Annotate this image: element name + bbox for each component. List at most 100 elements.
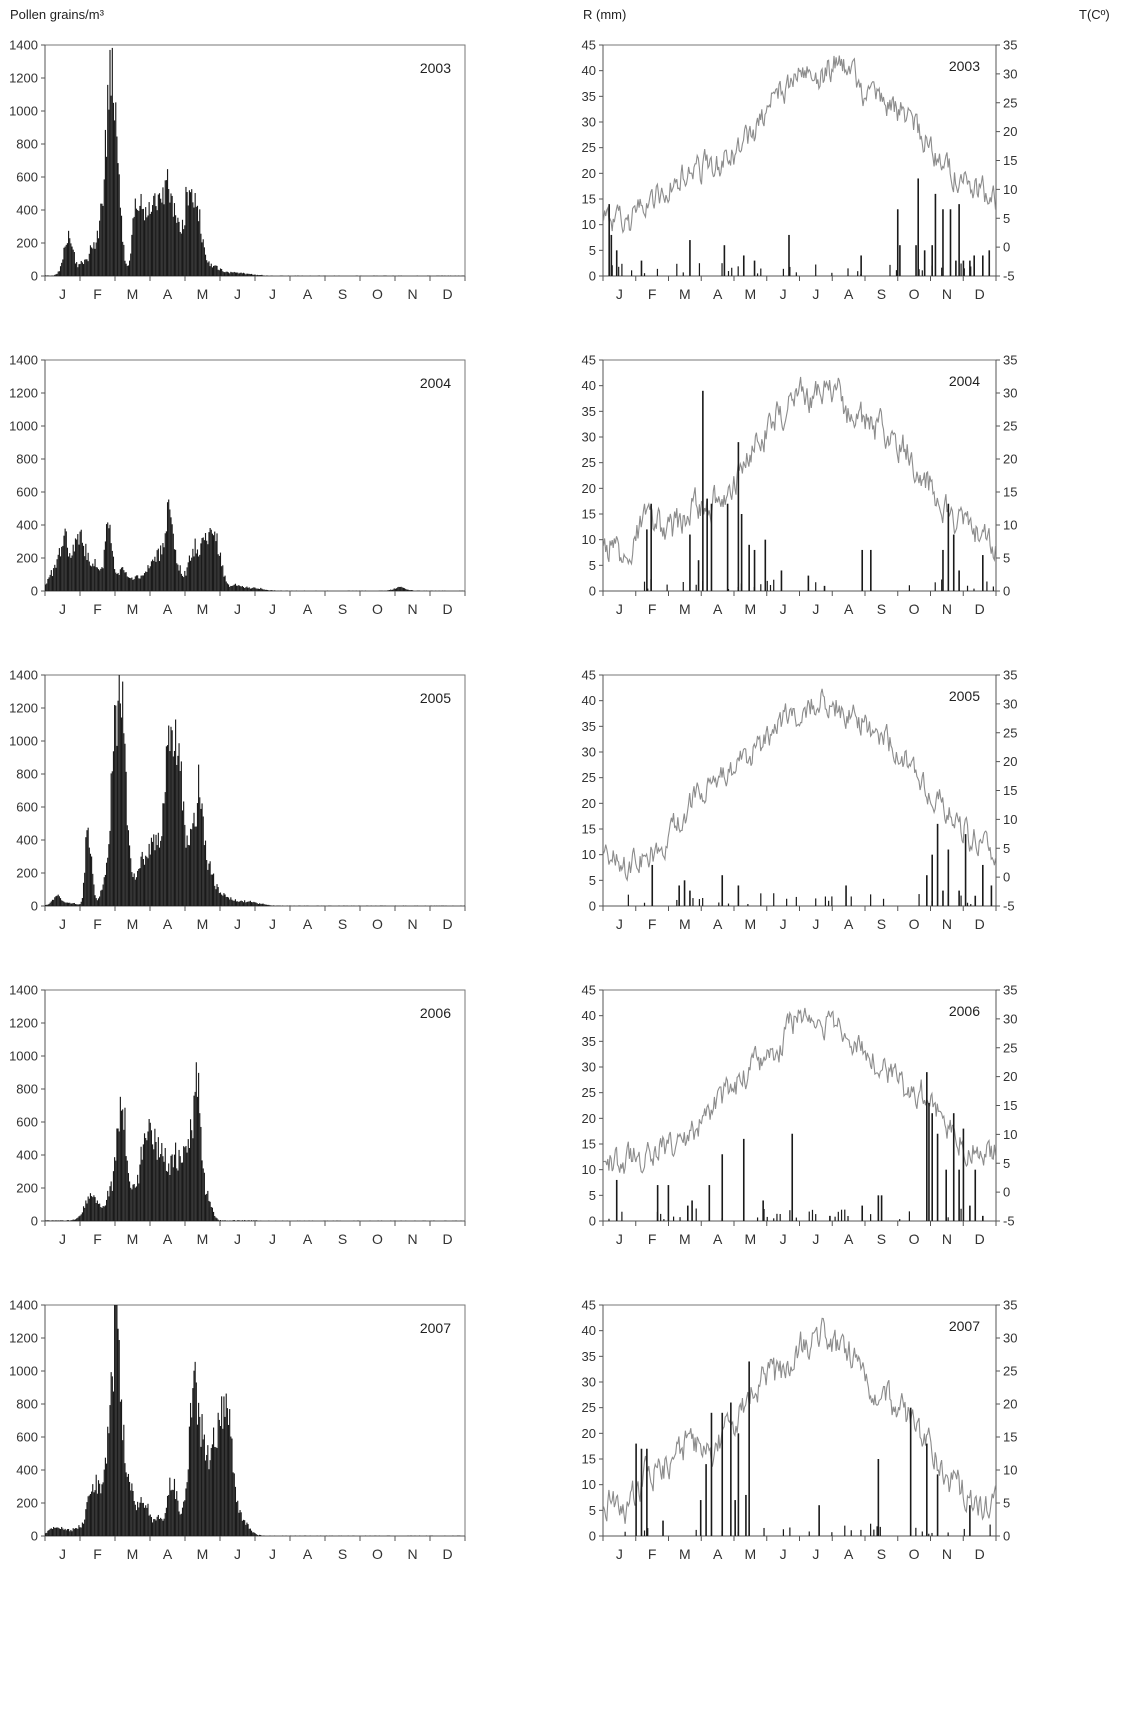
- pollen-bar: [147, 215, 149, 276]
- rain-bar: [702, 897, 704, 906]
- month-tick-label: D: [442, 286, 452, 302]
- temperature-line: [602, 376, 997, 566]
- pollen-bar: [78, 1216, 80, 1221]
- pollen-bar: [246, 901, 248, 906]
- rain-bar: [882, 898, 885, 906]
- pollen-bar: [45, 584, 47, 591]
- pollen-bar: [270, 590, 272, 591]
- pollen-bar: [55, 1527, 57, 1536]
- pollen-bar: [56, 895, 58, 906]
- pollen-bar: [131, 1189, 133, 1221]
- pollen-bar: [160, 840, 162, 906]
- pollen-bar: [405, 588, 407, 591]
- pollen-bar: [262, 275, 264, 276]
- pollen-bar: [168, 1163, 170, 1221]
- pollen-bar: [214, 1446, 216, 1536]
- pollen-bar: [214, 265, 216, 276]
- pollen-bar: [122, 1109, 124, 1221]
- rain-bar: [795, 1217, 797, 1221]
- y-tick-label: 0: [31, 269, 38, 284]
- pollen-bar: [53, 1526, 55, 1536]
- pollen-bar: [140, 856, 142, 906]
- pollen-bar: [50, 1528, 52, 1536]
- pollen-bar: [156, 845, 158, 906]
- pollen-bar: [87, 1196, 89, 1221]
- pollen-bar: [198, 1072, 200, 1221]
- month-tick-label: J: [812, 1231, 819, 1247]
- month-tick-label: M: [745, 916, 757, 932]
- rain-bar: [699, 1500, 702, 1536]
- y2-tick-label: 20: [1003, 452, 1017, 467]
- rain-bar: [702, 580, 704, 591]
- y2-tick-label: 30: [1003, 696, 1017, 711]
- pollen-bar: [79, 904, 81, 906]
- pollen-bar: [116, 1305, 118, 1536]
- pollen-bar: [131, 1483, 133, 1536]
- pollen-bar: [224, 1416, 226, 1536]
- rain-bar: [921, 1531, 923, 1536]
- pollen-bar: [253, 274, 255, 276]
- y-tick-label: 15: [582, 1452, 596, 1467]
- pollen-bar: [208, 863, 210, 906]
- pollen-bar: [201, 538, 203, 591]
- month-tick-label: A: [163, 1231, 173, 1247]
- pollen-bar: [79, 531, 81, 591]
- pollen-bar: [57, 271, 59, 276]
- rain-bar: [947, 893, 949, 906]
- pollen-bar: [219, 1426, 222, 1536]
- pollen-bar: [162, 187, 164, 276]
- pollen-bar: [89, 565, 92, 591]
- pollen-bar: [130, 1490, 132, 1536]
- pollen-bar: [241, 901, 243, 906]
- pollen-bar: [210, 529, 212, 591]
- pollen-bar: [72, 544, 74, 591]
- pollen-bar: [130, 578, 132, 591]
- pollen-bar: [51, 275, 54, 276]
- pollen-bar: [203, 1172, 205, 1221]
- y2-tick-label: 25: [1003, 725, 1017, 740]
- rain-bar: [745, 1494, 747, 1536]
- pollen-bar: [245, 587, 247, 591]
- pollen-bar: [226, 896, 228, 906]
- month-tick-label: J: [269, 286, 276, 302]
- pollen-bar: [179, 231, 181, 276]
- rain-bar: [815, 582, 817, 591]
- pollen-bar: [166, 1495, 169, 1536]
- month-tick-label: N: [407, 916, 417, 932]
- pollen-bar: [247, 1524, 249, 1536]
- pollen-bar: [390, 589, 392, 591]
- pollen-bar: [188, 845, 190, 906]
- pollen-bar: [58, 896, 60, 906]
- pollen-bar: [236, 272, 238, 276]
- rain-bar: [776, 1213, 778, 1221]
- pollen-bars: [45, 47, 464, 277]
- pollen-bar: [208, 532, 210, 591]
- pollen-bar: [153, 1149, 155, 1221]
- y-tick-label: 200: [16, 236, 38, 251]
- pollen-bar: [54, 1527, 56, 1536]
- pollen-bar: [254, 1533, 256, 1536]
- rain-bar: [958, 1169, 960, 1221]
- month-tick-label: M: [197, 1546, 209, 1562]
- pollen-bar: [77, 904, 79, 906]
- pollen-bar: [139, 1164, 141, 1221]
- pollen-bar: [234, 899, 237, 906]
- pollen-bar: [242, 902, 245, 906]
- pollen-bar: [152, 841, 154, 906]
- month-tick-label: M: [127, 1231, 139, 1247]
- pollen-bar: [194, 538, 196, 591]
- pollen-bar: [178, 570, 180, 591]
- y-tick-label: 1200: [9, 1331, 38, 1346]
- plot-frame: [602, 359, 997, 592]
- month-tick-label: J: [780, 1231, 787, 1247]
- pollen-bar: [48, 1529, 50, 1536]
- pollen-bar: [260, 275, 262, 276]
- weather-chart-2005: 0 5 10 15 20 25 30 35 40 45 -5 0 5 10 15 20 25 30 35 J F M A M J…: [582, 668, 1018, 933]
- pollen-bar: [94, 558, 96, 591]
- pollen-bar: [412, 590, 414, 591]
- rain-bar: [831, 1532, 833, 1536]
- pollen-bar: [105, 862, 108, 906]
- pollen-bar: [244, 273, 246, 276]
- rain-bar: [942, 209, 944, 276]
- pollen-bar: [78, 904, 80, 906]
